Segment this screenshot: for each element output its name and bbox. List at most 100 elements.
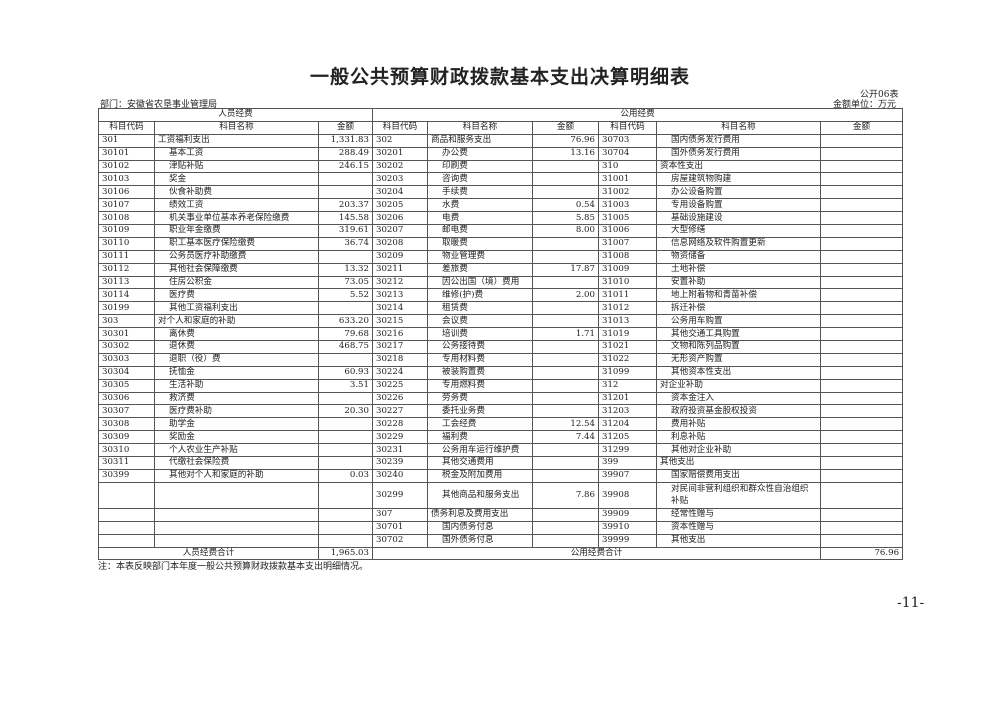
cell-amount bbox=[532, 314, 599, 329]
cell-name: 资本性赠与 bbox=[656, 520, 821, 535]
cell-amount: 1.71 bbox=[532, 327, 599, 342]
cell-code: 30301 bbox=[98, 327, 155, 342]
cell-amount: 79.68 bbox=[318, 327, 373, 342]
cell-amount: 7.44 bbox=[532, 430, 599, 445]
cell-amount bbox=[318, 172, 373, 187]
cell-name: 专用燃料费 bbox=[427, 378, 533, 393]
cell-code: 30214 bbox=[372, 301, 428, 316]
cell-amount bbox=[532, 249, 599, 264]
cell-code: 30199 bbox=[98, 301, 155, 316]
cell-amount bbox=[318, 249, 373, 264]
cell-name: 维修(护)费 bbox=[427, 288, 533, 303]
cell-name: 拆迁补偿 bbox=[656, 301, 821, 316]
group-header-row: 人员经费 公用经费 bbox=[98, 108, 904, 122]
group-personnel: 人员经费 bbox=[98, 108, 373, 122]
cell-name: 其他支出 bbox=[656, 456, 821, 470]
cell-amount bbox=[819, 352, 904, 367]
public-total-label: 公用经费合计 bbox=[372, 546, 821, 561]
cell-name: 公务用车购置 bbox=[656, 314, 821, 329]
cell-code: 31201 bbox=[598, 391, 657, 406]
cell-code: 30703 bbox=[598, 133, 657, 148]
cell-amount bbox=[532, 159, 599, 174]
table-row: 30103 奖金 30203 咨询费 31001 房屋建筑物购建 bbox=[98, 172, 904, 187]
cell-name: 税金及附加费用 bbox=[427, 468, 533, 483]
cell-name: 对民间非营利组织和群众性自治组织补贴 bbox=[656, 481, 821, 509]
cell-code: 30216 bbox=[372, 327, 428, 342]
cell-code: 31007 bbox=[598, 236, 657, 251]
cell-code: 30201 bbox=[372, 146, 428, 161]
footnote: 注：本表反映部门本年度一般公共预算财政拨款基本支出明细情况。 bbox=[98, 562, 369, 572]
cell-amount bbox=[819, 172, 904, 187]
cell-code: 31009 bbox=[598, 262, 657, 277]
cell-amount bbox=[819, 340, 904, 354]
cell-amount bbox=[318, 456, 373, 470]
header-code: 科目代码 bbox=[98, 120, 155, 135]
cell-name: 其他对个人和家庭的补助 bbox=[154, 468, 319, 483]
cell-code: 39907 bbox=[598, 468, 657, 483]
cell-name: 费用补贴 bbox=[656, 417, 821, 432]
cell-name: 公务员医疗补助缴费 bbox=[154, 249, 319, 264]
cell-code: 30213 bbox=[372, 288, 428, 303]
cell-amount bbox=[532, 520, 599, 535]
header-amount: 金额 bbox=[532, 120, 599, 135]
cell-amount bbox=[532, 236, 599, 251]
cell-name: 专用设备购置 bbox=[656, 198, 821, 213]
cell-code: 30308 bbox=[98, 417, 155, 432]
cell-name: 国家赔偿费用支出 bbox=[656, 468, 821, 483]
cell-name: 资本金注入 bbox=[656, 391, 821, 406]
cell-amount: 5.85 bbox=[532, 211, 599, 226]
cell-name: 职业年金缴费 bbox=[154, 224, 319, 238]
cell-code: 39908 bbox=[598, 481, 657, 509]
table-row: 307 债务利息及费用支出 39909 经常性赠与 bbox=[98, 507, 904, 522]
cell-name: 利息补贴 bbox=[656, 430, 821, 445]
cell-code: 30211 bbox=[372, 262, 428, 277]
table-row: 30308 助学金 30228 工会经费 12.54 31204 费用补贴 bbox=[98, 417, 904, 432]
cell-code: 30304 bbox=[98, 365, 155, 380]
cell-name: 房屋建筑物购建 bbox=[656, 172, 821, 187]
cell-code: 31022 bbox=[598, 352, 657, 367]
cell-name: 水费 bbox=[427, 198, 533, 213]
cell-code: 30239 bbox=[372, 456, 428, 470]
cell-amount bbox=[532, 275, 599, 290]
cell-name: 资本性支出 bbox=[656, 159, 821, 174]
cell-name bbox=[154, 481, 319, 509]
cell-amount bbox=[819, 275, 904, 290]
cell-amount bbox=[819, 314, 904, 329]
cell-code: 31002 bbox=[598, 185, 657, 200]
table-row: 30107 绩效工资 203.37 30205 水费 0.54 31003 专用设备购置 bbox=[98, 198, 904, 213]
table-row: 30301 离休费 79.68 30216 培训费 1.71 31019 其他交通工具购置 bbox=[98, 327, 904, 342]
cell-amount bbox=[819, 378, 904, 393]
table-row: 30299 其他商品和服务支出 7.86 39908 对民间非营利组织和群众性自治组织补… bbox=[98, 481, 904, 509]
cell-code: 30309 bbox=[98, 430, 155, 445]
table-row: 303 对个人和家庭的补助 633.20 30215 会议费 31013 公务用车购置 bbox=[98, 314, 904, 329]
cell-amount: 3.51 bbox=[318, 378, 373, 393]
cell-name: 对企业补助 bbox=[656, 378, 821, 393]
cell-name: 无形资产购置 bbox=[656, 352, 821, 367]
cell-name: 经常性赠与 bbox=[656, 507, 821, 522]
cell-code: 30113 bbox=[98, 275, 155, 290]
cell-name: 文物和陈列品购置 bbox=[656, 340, 821, 354]
cell-name: 政府投资基金股权投资 bbox=[656, 404, 821, 419]
cell-code: 30225 bbox=[372, 378, 428, 393]
cell-name: 办公费 bbox=[427, 146, 533, 161]
cell-code: 302 bbox=[372, 133, 428, 148]
table-row: 30310 个人农业生产补贴 30231 公务用车运行维护费 31299 其他对企业补助 bbox=[98, 443, 904, 458]
cell-code: 30205 bbox=[372, 198, 428, 213]
cell-amount bbox=[819, 249, 904, 264]
cell-code: 399 bbox=[598, 456, 657, 470]
cell-name: 物资储备 bbox=[656, 249, 821, 264]
cell-name: 其他社会保障缴费 bbox=[154, 262, 319, 277]
cell-amount bbox=[318, 417, 373, 432]
cell-name: 专用材料费 bbox=[427, 352, 533, 367]
cell-name: 职工基本医疗保险缴费 bbox=[154, 236, 319, 251]
cell-name bbox=[154, 533, 319, 548]
cell-code: 39910 bbox=[598, 520, 657, 535]
cell-name: 其他交通费用 bbox=[427, 456, 533, 470]
table-row: 30114 医疗费 5.52 30213 维修(护)费 2.00 31011 地上附着物和青苗… bbox=[98, 288, 904, 303]
column-header-row: 科目代码 科目名称 金额 科目代码 科目名称 金额 科目代码 科目名称 金额 bbox=[98, 120, 904, 135]
table-row: 301 工资福利支出 1,331.83 302 商品和服务支出 76.96 30703 国内债… bbox=[98, 133, 904, 148]
cell-name: 住房公积金 bbox=[154, 275, 319, 290]
cell-amount: 7.86 bbox=[532, 481, 599, 509]
cell-code: 31012 bbox=[598, 301, 657, 316]
cell-amount bbox=[819, 327, 904, 342]
